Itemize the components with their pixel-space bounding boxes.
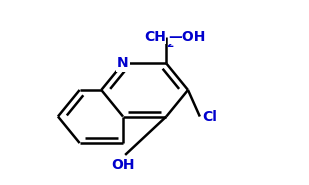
Text: N: N <box>117 56 129 70</box>
Text: —OH: —OH <box>168 30 206 44</box>
Text: 2: 2 <box>166 39 174 49</box>
Text: OH: OH <box>111 158 135 172</box>
Text: CH: CH <box>144 30 166 44</box>
Text: Cl: Cl <box>202 110 217 124</box>
